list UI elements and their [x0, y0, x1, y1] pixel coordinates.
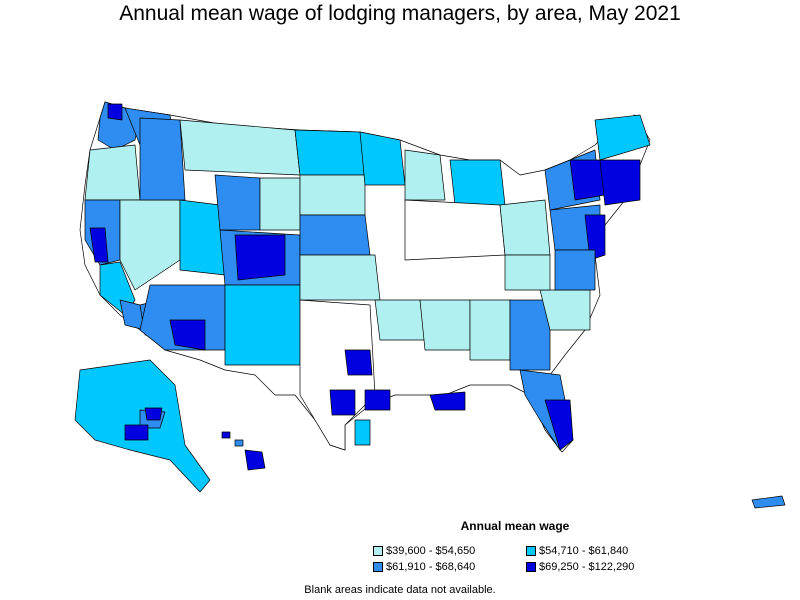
region-wyoming-east — [259, 177, 301, 231]
legend-label-1: $39,600 - $54,650 — [386, 545, 476, 557]
region-michigan — [449, 159, 506, 206]
region-new-england-north — [594, 114, 651, 161]
legend-swatch-2 — [526, 546, 536, 556]
region-oklahoma — [374, 299, 426, 341]
legend-label-4: $69,250 - $122,290 — [539, 561, 635, 573]
region-idaho — [139, 117, 186, 201]
region-kentucky — [504, 254, 551, 291]
legend-item-1: $39,600 - $54,650 — [373, 545, 475, 557]
region-san-antonio — [329, 389, 356, 416]
region-hawaii-maui — [234, 439, 244, 447]
region-oregon — [84, 144, 141, 201]
region-anchorage — [124, 424, 149, 441]
region-new-orleans — [429, 391, 466, 411]
legend-label-2: $54,710 - $61,840 — [539, 545, 629, 557]
legend-swatch-4 — [526, 562, 536, 572]
legend-title: Annual mean wage — [460, 519, 570, 533]
region-minnesota — [359, 131, 406, 186]
region-wyoming-west — [214, 174, 261, 231]
footnote: Blank areas indicate data not available. — [304, 584, 496, 596]
region-hawaii-big-island — [244, 449, 266, 471]
map-regions — [74, 101, 786, 509]
legend-swatch-1 — [373, 546, 383, 556]
region-nebraska — [299, 214, 371, 256]
region-new-mexico — [224, 284, 301, 366]
region-wisconsin — [404, 149, 446, 201]
legend-item-3: $61,910 - $68,640 — [373, 561, 475, 573]
region-bay-area — [89, 227, 109, 263]
region-phoenix — [169, 319, 206, 351]
region-virginia — [554, 249, 596, 291]
region-colorado-mountains — [234, 234, 286, 281]
legend-swatch-3 — [373, 562, 383, 572]
region-south-florida — [544, 399, 574, 451]
legend-item-2: $54,710 - $61,840 — [526, 545, 628, 557]
region-georgia — [509, 299, 551, 371]
map-title: Annual mean wage of lodging managers, by… — [119, 2, 681, 25]
region-south-dakota — [299, 174, 366, 216]
region-boston — [599, 159, 641, 206]
region-new-jersey — [584, 214, 606, 261]
region-mississippi — [469, 299, 511, 361]
legend-label-3: $61,910 - $68,640 — [386, 561, 476, 573]
region-houston — [364, 389, 391, 411]
region-montana — [179, 119, 301, 176]
region-north-dakota — [294, 129, 366, 176]
legend-item-4: $69,250 - $122,290 — [526, 561, 634, 573]
region-texas — [299, 299, 376, 451]
region-illinois-indiana — [404, 199, 506, 261]
region-new-york-east — [569, 159, 606, 201]
region-fairbanks — [144, 407, 163, 421]
region-seattle-core — [107, 103, 123, 121]
region-kansas — [299, 254, 381, 301]
region-hawaii-oahu — [221, 431, 231, 439]
region-dallas — [344, 349, 373, 376]
region-puerto-rico — [751, 495, 786, 509]
region-arkansas — [419, 299, 471, 351]
region-ohio — [499, 199, 551, 256]
region-gulf-coast — [354, 419, 371, 446]
